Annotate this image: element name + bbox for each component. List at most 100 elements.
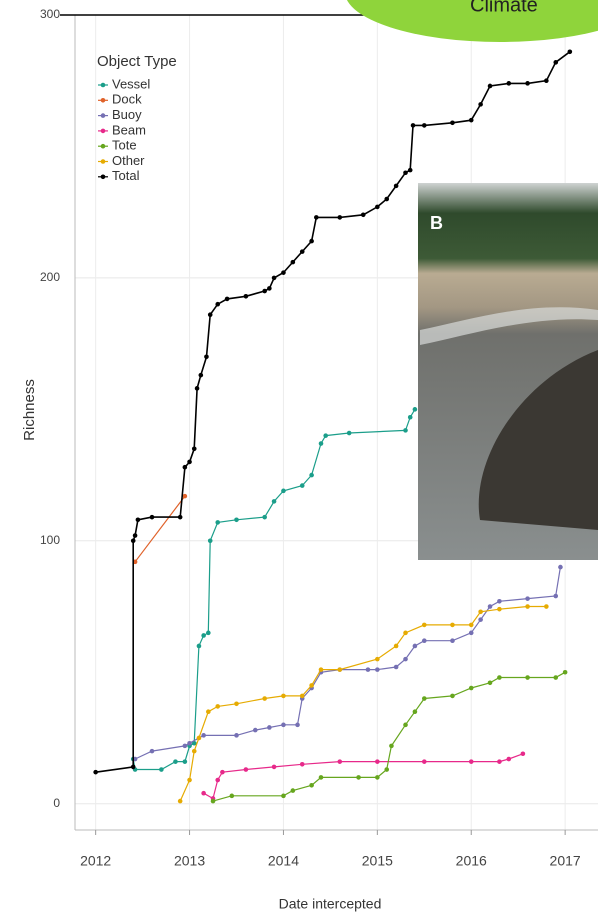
data-point <box>177 798 183 804</box>
legend-title: Object Type <box>97 53 177 70</box>
data-point <box>149 748 155 754</box>
data-point <box>450 693 455 699</box>
y-axis-title: Richness <box>21 379 38 441</box>
data-point <box>412 709 418 714</box>
data-point <box>318 775 324 780</box>
data-point <box>135 517 141 523</box>
legend-label: Tote <box>112 138 137 153</box>
data-point <box>215 777 221 783</box>
data-point <box>201 790 206 796</box>
legend-marker <box>100 82 106 88</box>
data-point <box>196 643 202 649</box>
photo-wave <box>420 307 598 345</box>
data-point <box>149 514 155 520</box>
data-point <box>478 617 483 622</box>
data-point <box>207 312 213 318</box>
data-point <box>468 685 474 691</box>
legend-marker <box>100 113 106 118</box>
data-point <box>421 696 427 701</box>
data-point <box>412 407 418 412</box>
data-point <box>309 683 314 688</box>
data-point <box>281 270 286 275</box>
data-point <box>173 759 178 764</box>
x-tick-label: 2012 <box>80 853 111 869</box>
data-point <box>450 638 455 644</box>
data-point <box>299 249 305 254</box>
y-tick-label: 100 <box>40 533 60 547</box>
legend-label: Buoy <box>112 107 142 122</box>
data-point <box>204 354 209 360</box>
data-point <box>187 740 192 746</box>
data-point <box>487 680 493 686</box>
badge-shape <box>347 0 598 42</box>
data-point <box>309 472 314 478</box>
data-point <box>567 49 573 55</box>
data-point <box>421 123 427 128</box>
badge-text: Climate <box>470 0 538 16</box>
series-line <box>203 753 524 800</box>
series-line <box>212 671 566 802</box>
x-tick-label: 2014 <box>268 853 299 869</box>
data-point <box>215 704 221 709</box>
data-point <box>323 433 329 438</box>
data-point <box>520 751 526 757</box>
data-point <box>243 294 249 299</box>
series-line <box>134 567 561 760</box>
data-point <box>407 414 413 420</box>
data-point <box>215 520 221 525</box>
data-point <box>290 788 296 793</box>
data-point <box>177 514 183 520</box>
data-point <box>243 767 249 772</box>
inset-photo: B <box>418 183 598 560</box>
data-point <box>356 775 361 780</box>
series-line <box>134 495 186 563</box>
data-point <box>544 604 549 609</box>
photo-mound <box>478 350 598 530</box>
data-point <box>487 83 493 89</box>
data-point <box>271 275 277 281</box>
data-point <box>93 769 98 775</box>
data-point <box>450 622 455 628</box>
data-point <box>421 759 427 764</box>
data-point <box>365 667 371 672</box>
data-point <box>497 606 502 612</box>
data-point <box>487 604 493 609</box>
data-point <box>468 759 474 764</box>
data-point <box>375 775 380 780</box>
data-point <box>191 446 197 452</box>
data-point <box>337 667 343 672</box>
y-tick-label: 300 <box>40 7 60 21</box>
x-axis-title: Date intercepted <box>279 896 382 912</box>
data-point <box>234 517 239 523</box>
data-point <box>206 709 211 714</box>
data-point <box>421 622 427 628</box>
data-point <box>191 748 197 754</box>
data-point <box>478 609 483 615</box>
data-point <box>262 514 267 520</box>
data-point <box>403 722 408 728</box>
data-point <box>281 722 286 728</box>
data-point <box>525 81 530 86</box>
data-point <box>234 733 239 738</box>
legend-marker <box>100 159 106 164</box>
data-point <box>506 81 512 86</box>
legend-label: Total <box>112 168 140 183</box>
data-point <box>159 767 164 772</box>
legend-marker <box>100 143 106 149</box>
data-point <box>198 372 204 378</box>
data-point <box>553 60 559 65</box>
data-point <box>393 183 399 189</box>
data-point <box>468 117 474 123</box>
data-point <box>182 743 188 749</box>
legend-label: Vessel <box>112 76 150 91</box>
y-tick-label: 0 <box>53 796 60 810</box>
data-point <box>403 630 408 636</box>
data-point <box>132 533 138 538</box>
data-point <box>299 693 305 699</box>
data-point <box>375 204 380 210</box>
data-point <box>267 725 272 730</box>
data-point <box>468 622 474 628</box>
data-point <box>407 167 413 173</box>
data-point <box>281 488 286 494</box>
data-point <box>194 386 200 391</box>
